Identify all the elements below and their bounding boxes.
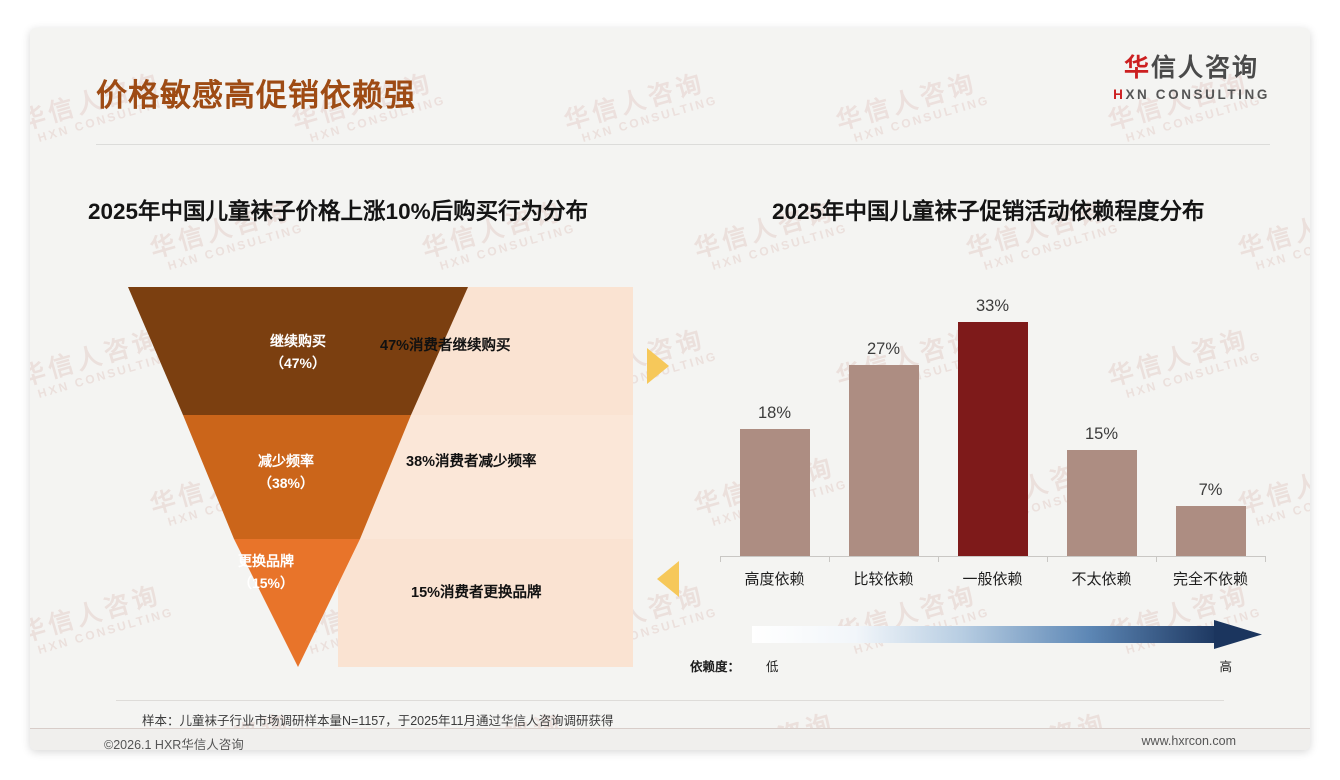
axis-tick	[829, 556, 830, 562]
bar-category-label: 比较依赖	[853, 571, 914, 588]
footer-copyright: ©2026.1 HXR华信人咨询	[104, 738, 244, 750]
logo-en-accent: H	[1113, 87, 1126, 102]
footnote-text: 样本：儿童袜子行业市场调研样本量N=1157，于2025年11月通过华信人咨询调…	[142, 714, 614, 728]
bar-value-label: 7%	[1198, 481, 1223, 500]
footnote-divider	[116, 700, 1224, 701]
slide-header: 价格敏感高促销依赖强 华信人咨询 HXN CONSULTING	[30, 28, 1310, 145]
funnel-svg	[128, 287, 633, 667]
logo-chinese: 华信人咨询	[1113, 56, 1270, 81]
logo-english: HXN CONSULTING	[1113, 88, 1270, 102]
footer-website[interactable]: www.hxrcon.com	[1141, 734, 1236, 748]
triangle-left-icon	[657, 561, 679, 597]
bar-category-label: 不太依赖	[1071, 571, 1132, 588]
scale-low-label: 低	[766, 660, 779, 674]
axis-tick	[1156, 556, 1157, 562]
bar-rect[interactable]	[848, 364, 919, 556]
bar-rect[interactable]	[957, 322, 1028, 556]
funnel-segment-1	[128, 287, 468, 415]
footer-divider	[30, 728, 1310, 729]
logo-cn-accent: 华	[1124, 54, 1152, 82]
axis-tick	[720, 556, 721, 562]
bar-column: 27%	[829, 294, 938, 556]
logo-en-rest: XN CONSULTING	[1125, 87, 1270, 102]
scale-title: 依赖度：	[690, 660, 741, 674]
dependency-scale: 依赖度： 低 高	[690, 620, 1270, 682]
funnel-segment-3	[234, 539, 360, 667]
funnel-note-3: 15%消费者更换品牌	[411, 585, 542, 601]
header-divider	[96, 144, 1270, 145]
funnel-note-2: 38%消费者减少频率	[406, 454, 537, 470]
slide-canvas: 华信人咨询 HXN CONSULTING 华信人咨询 HXN CONSULTING 华信…	[30, 28, 1310, 750]
funnel-note-band-3	[338, 539, 633, 667]
bar-rect[interactable]	[739, 428, 810, 556]
bar-value-label: 33%	[975, 297, 1010, 316]
bar-x-axis	[720, 556, 1265, 557]
funnel-chart: 继续购买 （47%） 减少频率 （38%） 更换品牌 （15%） 47%消费者继续购买…	[128, 287, 633, 667]
bar-value-label: 27%	[866, 339, 901, 358]
axis-tick	[1265, 556, 1266, 562]
company-logo: 华信人咨询 HXN CONSULTING	[1113, 56, 1270, 102]
bar-chart: 18% 27% 33% 15% 7% 高度依赖 比较依赖 一般依赖 不太依赖 完全不依赖	[690, 294, 1270, 604]
bar-column: 7%	[1156, 294, 1265, 556]
scale-high-label: 高	[1219, 660, 1232, 674]
slide-footer	[30, 729, 1310, 750]
triangle-right-icon	[647, 348, 669, 384]
bar-category-label: 完全不依赖	[1172, 571, 1248, 588]
bar-column: 33%	[938, 294, 1047, 556]
page-title: 价格敏感高促销依赖强	[96, 78, 416, 113]
bar-plot-area: 18% 27% 33% 15% 7%	[720, 294, 1265, 556]
bar-category-label: 一般依赖	[962, 571, 1023, 588]
bar-rect[interactable]	[1175, 506, 1246, 556]
axis-tick	[1047, 556, 1048, 562]
bar-rect[interactable]	[1066, 449, 1137, 556]
left-chart-title: 2025年中国儿童袜子价格上涨10%后购买行为分布	[88, 199, 589, 224]
right-chart-title: 2025年中国儿童袜子促销活动依赖程度分布	[772, 199, 1205, 224]
scale-arrow-icon	[752, 620, 1262, 649]
bar-value-label: 15%	[1084, 424, 1119, 443]
bar-column: 15%	[1047, 294, 1156, 556]
axis-tick	[938, 556, 939, 562]
bar-value-label: 18%	[757, 403, 792, 422]
funnel-note-1: 47%消费者继续购买	[380, 338, 511, 354]
bar-column: 18%	[720, 294, 829, 556]
bar-category-label: 高度依赖	[744, 571, 805, 588]
logo-cn-rest: 信人咨询	[1151, 54, 1260, 82]
funnel-segment-2	[183, 415, 411, 539]
